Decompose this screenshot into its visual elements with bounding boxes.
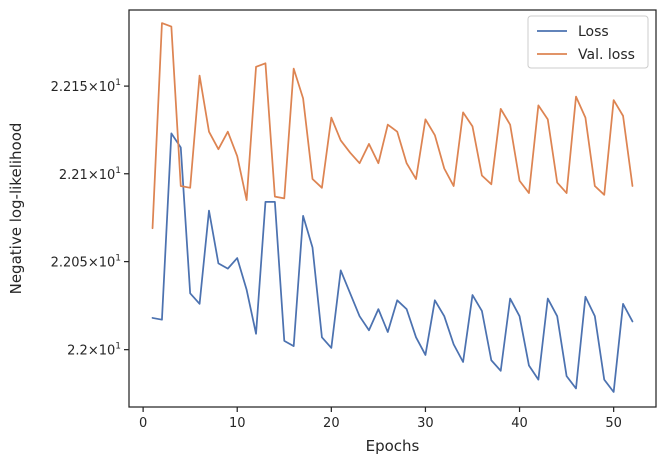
x-tick-label: 10 <box>229 416 246 431</box>
y-tick-label: 2.215×101 <box>51 78 121 95</box>
legend: Loss Val. loss <box>527 15 649 69</box>
x-tick-label: 40 <box>511 416 528 431</box>
x-axis: 0 10 20 30 40 50 <box>139 407 622 431</box>
y-axis-label: Negative log-likelihood <box>7 123 25 295</box>
y-axis: 2.2×101 2.205×101 2.21×101 2.215×101 <box>51 78 129 359</box>
x-tick-label: 30 <box>417 416 434 431</box>
x-axis-label: Epochs <box>366 437 420 455</box>
x-tick-label: 0 <box>139 416 147 431</box>
legend-label: Loss <box>578 24 609 40</box>
plot-frame <box>128 9 657 408</box>
x-tick-label: 20 <box>323 416 340 431</box>
series-line-loss <box>151 132 634 393</box>
series-line-val-loss <box>151 22 634 230</box>
y-tick-label: 2.2×101 <box>67 342 121 359</box>
x-tick-label: 50 <box>605 416 622 431</box>
y-tick-label: 2.21×101 <box>59 166 121 183</box>
plot-lines <box>151 22 634 393</box>
legend-label: Val. loss <box>578 47 635 63</box>
y-tick-label: 2.205×101 <box>51 254 121 271</box>
legend-box <box>527 15 649 69</box>
